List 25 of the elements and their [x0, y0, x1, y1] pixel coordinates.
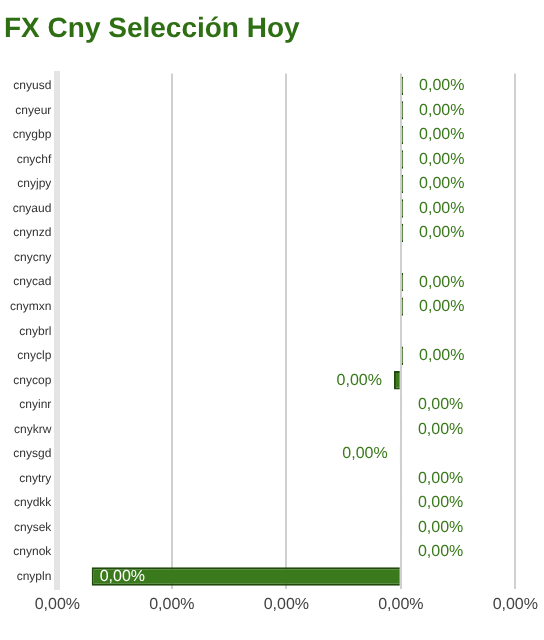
x-tick-label: 0,00% — [34, 594, 81, 613]
data-label: 0,00% — [417, 517, 464, 536]
data-label: 0,00% — [419, 198, 465, 217]
data-label: 0,00% — [419, 125, 465, 144]
data-label: 0,00% — [419, 346, 465, 365]
data-label: 0,00% — [419, 100, 465, 119]
x-tick-label: 0,00% — [492, 594, 538, 613]
data-label: 0,00% — [336, 370, 382, 389]
data-label: 0,00% — [419, 272, 465, 291]
data-label: 0,00% — [419, 174, 465, 193]
data-label: 0,00% — [417, 468, 464, 487]
chart-title: FX Cny Selección Hoy — [4, 10, 301, 43]
data-label: 0,00% — [417, 395, 464, 414]
data-label: 0,00% — [417, 419, 464, 438]
x-tick-label: 0,00% — [378, 594, 424, 613]
data-label: 0,00% — [419, 149, 465, 168]
data-label: 0,00% — [419, 76, 465, 95]
data-label: 0,00% — [419, 297, 465, 316]
data-label: 0,00% — [417, 493, 464, 512]
data-label: 0,00% — [342, 444, 388, 463]
data-label: 0,00% — [419, 223, 465, 242]
data-label: 0,00% — [99, 566, 146, 585]
data-label: 0,00% — [417, 542, 464, 561]
x-tick-label: 0,00% — [149, 594, 195, 613]
x-tick-label: 0,00% — [263, 594, 310, 613]
